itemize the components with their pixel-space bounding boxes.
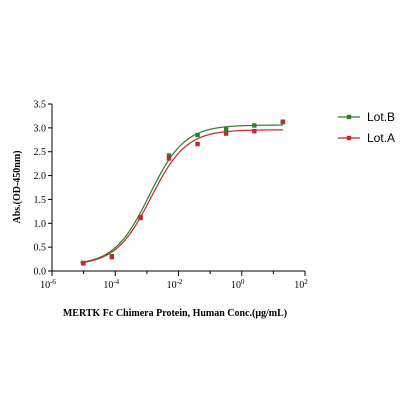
- y-tick-label: 2.0: [34, 171, 47, 182]
- legend-marker: [346, 135, 352, 141]
- x-tick-label: 102: [294, 278, 308, 291]
- x-tick-label: 10-2: [167, 278, 183, 291]
- data-point: [166, 156, 172, 161]
- fit-curve-Lot.B: [80, 124, 283, 264]
- data-point: [223, 126, 229, 132]
- data-point: [280, 119, 286, 124]
- x-tick-label: 10-4: [103, 278, 119, 291]
- y-axis-title: Abs.(OD-450nm): [12, 150, 23, 223]
- axes: 0.0 0.5 1.0 1.5 2.0 2.5 3.0 3.5 10-6 10-4 10-2 100 1…: [34, 100, 309, 292]
- legend: Lot.B Lot.A: [338, 110, 395, 145]
- data-point: [138, 214, 143, 220]
- x-tick-label: 10-6: [40, 278, 56, 291]
- y-tick-label: 3.0: [34, 123, 47, 134]
- data-point: [223, 131, 229, 136]
- data-points: [81, 119, 286, 266]
- y-tick-label: 3.5: [34, 100, 47, 111]
- y-tick-label: 1.0: [34, 219, 47, 230]
- y-tick-label: 0.5: [34, 243, 47, 254]
- x-tick-label: 100: [231, 278, 245, 291]
- legend-label: Lot.B: [367, 110, 395, 124]
- y-tick-label: 0.0: [34, 267, 47, 278]
- x-axis-title: MERTK Fc Chimera Protein, Human Conc.(μg…: [63, 308, 287, 319]
- data-point: [252, 128, 257, 134]
- fit-curves: [80, 124, 283, 264]
- y-tick-label: 2.5: [34, 147, 47, 158]
- legend-label: Lot.A: [367, 131, 395, 145]
- y-tick-label: 1.5: [34, 195, 47, 206]
- data-point: [252, 123, 257, 128]
- fit-curve-Lot.A: [80, 129, 283, 264]
- legend-marker: [346, 114, 352, 120]
- data-point: [195, 132, 200, 138]
- data-point: [109, 254, 115, 260]
- data-point: [81, 261, 86, 266]
- data-point: [166, 153, 172, 158]
- data-point: [195, 141, 200, 147]
